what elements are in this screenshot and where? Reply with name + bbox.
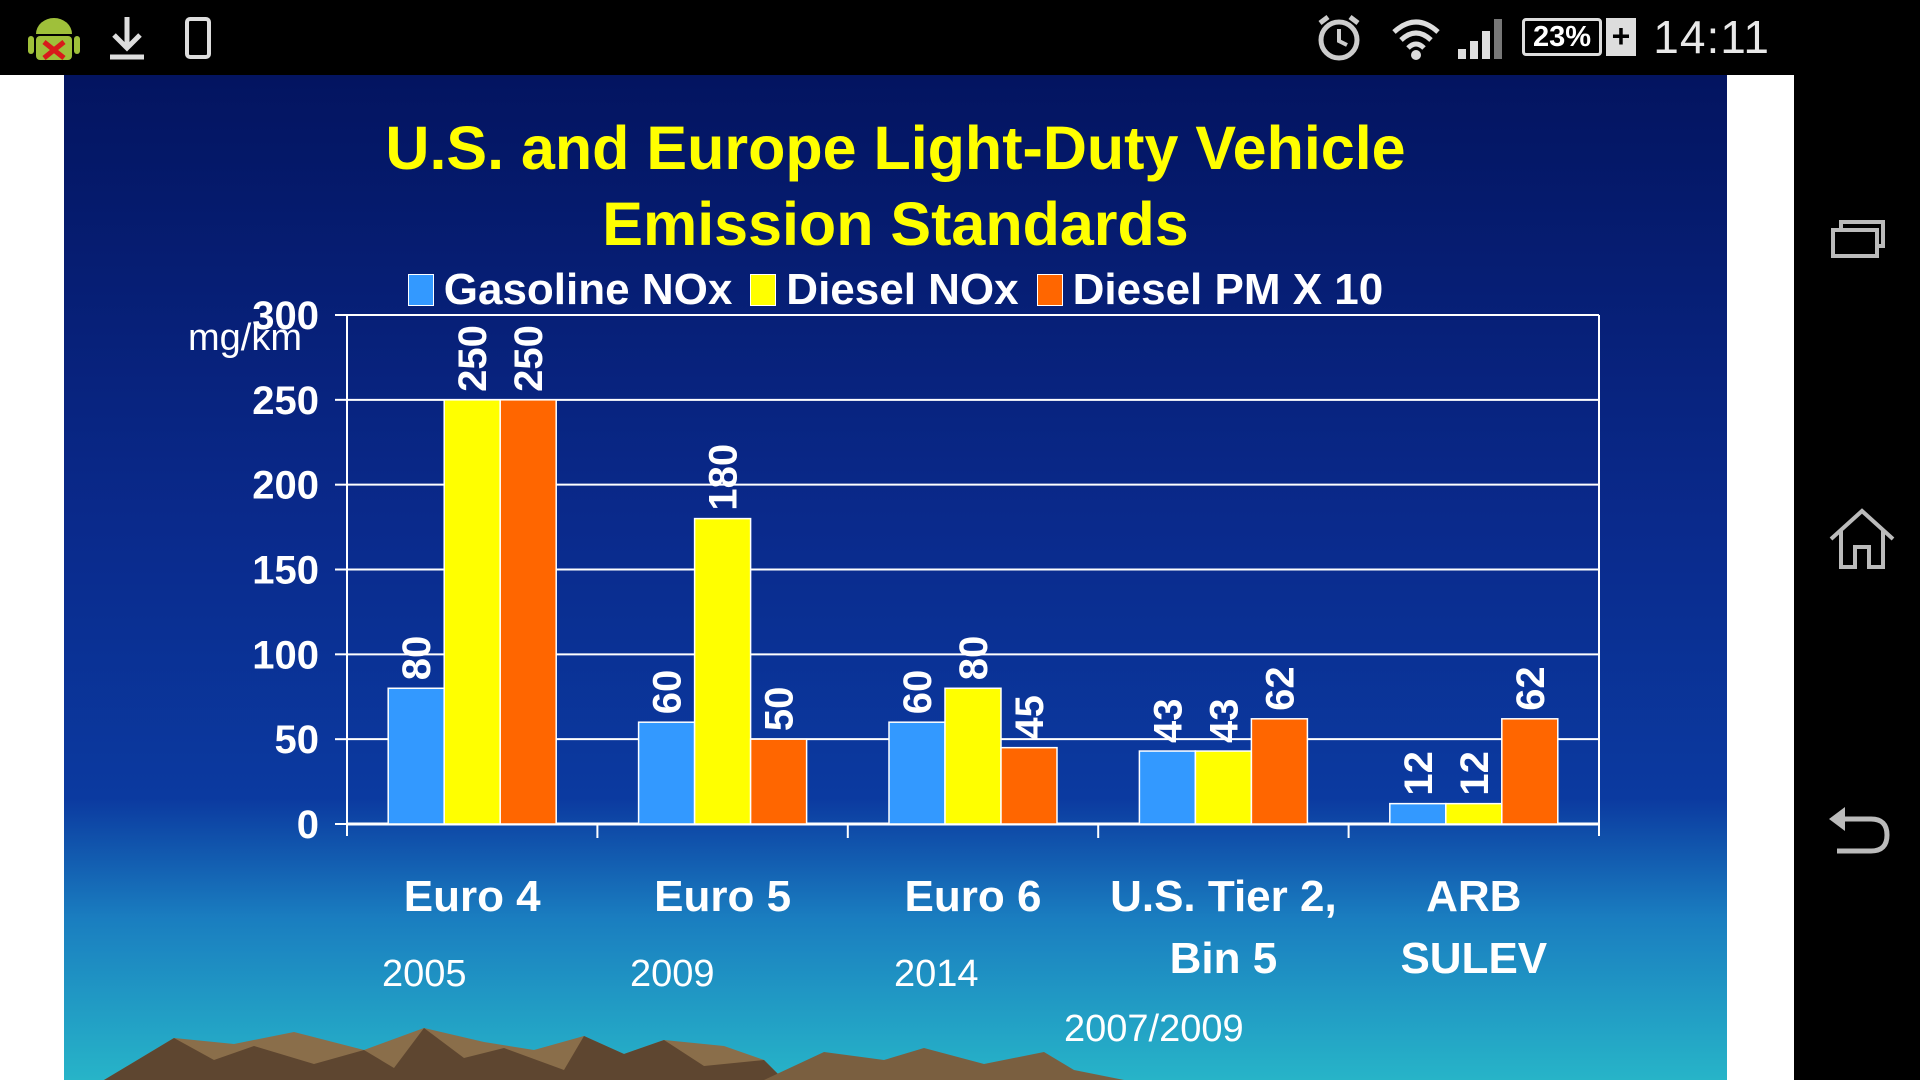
- y-axis-unit-label: mg/km: [188, 317, 302, 359]
- battery-charging-icon: +: [1606, 18, 1636, 56]
- data-label: 80: [952, 636, 996, 681]
- legend-swatch-diesel-pm: [1036, 274, 1063, 306]
- bar-diesel-nox: [693, 517, 752, 825]
- bar-diesel-pm-x-10: [749, 738, 808, 825]
- data-label: 12: [1397, 751, 1441, 796]
- bar-diesel-nox: [443, 399, 501, 825]
- year-label-euro5: 2009: [630, 953, 715, 995]
- bar-gasoline-nox: [888, 721, 946, 825]
- data-label: 250: [507, 325, 551, 392]
- x-category-label: U.S. Tier 2, Bin 5: [1110, 872, 1337, 983]
- legend-swatch-gasoline-nox: [407, 274, 434, 306]
- data-label: 60: [896, 670, 940, 715]
- year-label-euro6: 2014: [894, 953, 979, 995]
- y-tick-label: 200: [252, 464, 319, 508]
- bar-diesel-pm-x-10: [1250, 718, 1309, 825]
- navigation-bar: [1794, 75, 1920, 1080]
- legend-label-gasoline-nox: Gasoline NOx: [443, 265, 733, 314]
- year-label-euro4: 2005: [382, 953, 467, 995]
- x-category-label-line: U.S. Tier 2,: [1110, 872, 1337, 921]
- data-label: 43: [1146, 699, 1190, 744]
- home-icon[interactable]: [1827, 507, 1895, 569]
- bar-diesel-pm-x-10: [1501, 718, 1559, 825]
- legend-swatch-diesel-nox: [750, 274, 777, 306]
- x-category-label: Euro 4: [404, 872, 541, 921]
- clock: 14:11: [1653, 11, 1770, 63]
- x-category-label: Euro 5: [654, 872, 791, 921]
- x-category-label-line: Bin 5: [1170, 934, 1278, 983]
- data-label: 45: [1008, 695, 1052, 740]
- y-tick-label: 0: [297, 803, 319, 847]
- data-label: 62: [1258, 666, 1302, 711]
- presentation-slide: U.S. and Europe Light-Duty Vehicle Emiss…: [64, 75, 1727, 1080]
- data-label: 60: [646, 670, 690, 715]
- slide-title-line2: Emission Standards: [602, 190, 1189, 258]
- bar-diesel-nox: [1445, 802, 1503, 825]
- x-category-label-line: Euro 6: [905, 872, 1042, 921]
- legend-item-diesel-pm: Diesel PM X 10: [1036, 265, 1384, 315]
- bar-diesel-nox: [1194, 750, 1253, 825]
- y-tick-label: 300: [252, 294, 319, 338]
- bar-diesel-pm-x-10: [499, 399, 557, 825]
- x-category-label-line: Euro 5: [654, 872, 791, 921]
- legend-item-diesel-nox: Diesel NOx: [750, 265, 1019, 315]
- x-category-label-line: Euro 4: [404, 872, 541, 921]
- status-bar: 23% + 14:11: [0, 0, 1920, 75]
- legend-item-gasoline-nox: Gasoline NOx: [407, 265, 733, 315]
- slide-title-line1: U.S. and Europe Light-Duty Vehicle: [385, 114, 1406, 182]
- bar-gasoline-nox: [637, 721, 696, 825]
- y-tick-label: 150: [252, 549, 319, 593]
- data-label: 43: [1202, 699, 1246, 744]
- chart-legend: Gasoline NOx Diesel NOx Diesel PM X 10: [64, 265, 1727, 315]
- data-label: 180: [702, 444, 746, 511]
- bar-diesel-nox: [944, 687, 1002, 825]
- y-tick-label: 100: [252, 633, 319, 677]
- y-tick-label: 50: [275, 718, 320, 762]
- bar-chart: 0 50 100 150 200 250 300 80 250 250 Euro 4 60 180 50 E…: [252, 294, 1600, 983]
- legend-label-diesel-nox: Diesel NOx: [786, 265, 1019, 314]
- year-label-tier2: 2007/2009: [1064, 1008, 1244, 1050]
- bar-gasoline-nox: [1389, 802, 1447, 825]
- android-debug-icon: [26, 0, 82, 75]
- battery-indicator: 23%: [1522, 18, 1602, 56]
- signal-icon: [1456, 0, 1506, 75]
- legend-label-diesel-pm: Diesel PM X 10: [1072, 265, 1384, 314]
- x-category-label-line: ARB: [1426, 872, 1521, 921]
- download-icon: [106, 0, 148, 75]
- x-category-label-line: SULEV: [1400, 934, 1547, 983]
- alarm-icon: [1314, 0, 1364, 75]
- data-label: 80: [395, 636, 439, 681]
- data-label: 62: [1509, 666, 1553, 711]
- bar-diesel-pm-x-10: [1000, 746, 1058, 825]
- x-category-label: Euro 6: [905, 872, 1042, 921]
- bar-gasoline-nox: [1138, 750, 1197, 825]
- data-label: 12: [1453, 751, 1497, 796]
- back-icon[interactable]: [1827, 803, 1890, 863]
- recent-apps-icon[interactable]: [1827, 208, 1887, 268]
- data-label: 250: [451, 325, 495, 392]
- y-tick-label: 250: [252, 379, 319, 423]
- phone-icon: [184, 0, 212, 75]
- data-label: 50: [758, 687, 802, 732]
- mountain-silhouette: [104, 1028, 1124, 1080]
- bar-gasoline-nox: [387, 687, 445, 825]
- x-category-label: ARB SULEV: [1400, 872, 1547, 983]
- wifi-icon: [1390, 0, 1442, 75]
